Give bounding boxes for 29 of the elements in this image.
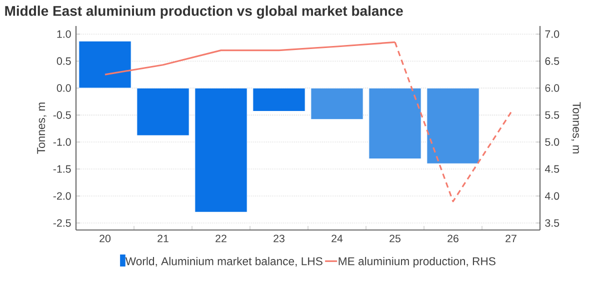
y-tick-label: 1.0 <box>57 30 71 38</box>
y-axis-title: Tonnes, m <box>37 102 46 154</box>
y2-axis-title: Tonnes, m <box>571 102 581 154</box>
y2-tick-label: 5.5 <box>545 111 560 119</box>
y2-tick-label: 4.5 <box>544 165 560 173</box>
y-tick-label: -2.0 <box>53 192 71 200</box>
y-tick-label: 0.5 <box>56 57 71 65</box>
x-tick-label: 26 <box>448 234 458 242</box>
y2-tick-label: 5.0 <box>545 138 560 146</box>
x-tick-label: 27 <box>506 234 516 242</box>
x-tick-label: 21 <box>158 234 168 242</box>
chart-title: Middle East aluminium production vs global market balance <box>5 6 403 19</box>
y-tick-label: 0.0 <box>56 84 71 92</box>
x-tick-label: 20 <box>100 234 111 242</box>
y2-tick-label: 6.0 <box>545 84 560 92</box>
y-tick-label: -1.5 <box>53 165 71 173</box>
legend-label: ME aluminium production, RHS <box>338 256 496 268</box>
y2-tick-label: 6.5 <box>545 57 560 65</box>
y2-tick-label: 3.5 <box>545 219 560 227</box>
x-tick-label: 24 <box>332 234 343 242</box>
legend-label: World, Aluminium market balance, LHS <box>125 256 322 267</box>
y2-tick-label: 4.0 <box>544 192 560 200</box>
x-tick-label: 23 <box>274 234 284 242</box>
x-tick-label: 22 <box>216 234 226 242</box>
y2-tick-label: 7.0 <box>545 30 560 38</box>
x-tick-label: 25 <box>390 234 400 242</box>
y-tick-label: -1.0 <box>53 138 71 146</box>
y-tick-label: -0.5 <box>53 111 71 119</box>
y-tick-label: -2.5 <box>53 219 71 227</box>
